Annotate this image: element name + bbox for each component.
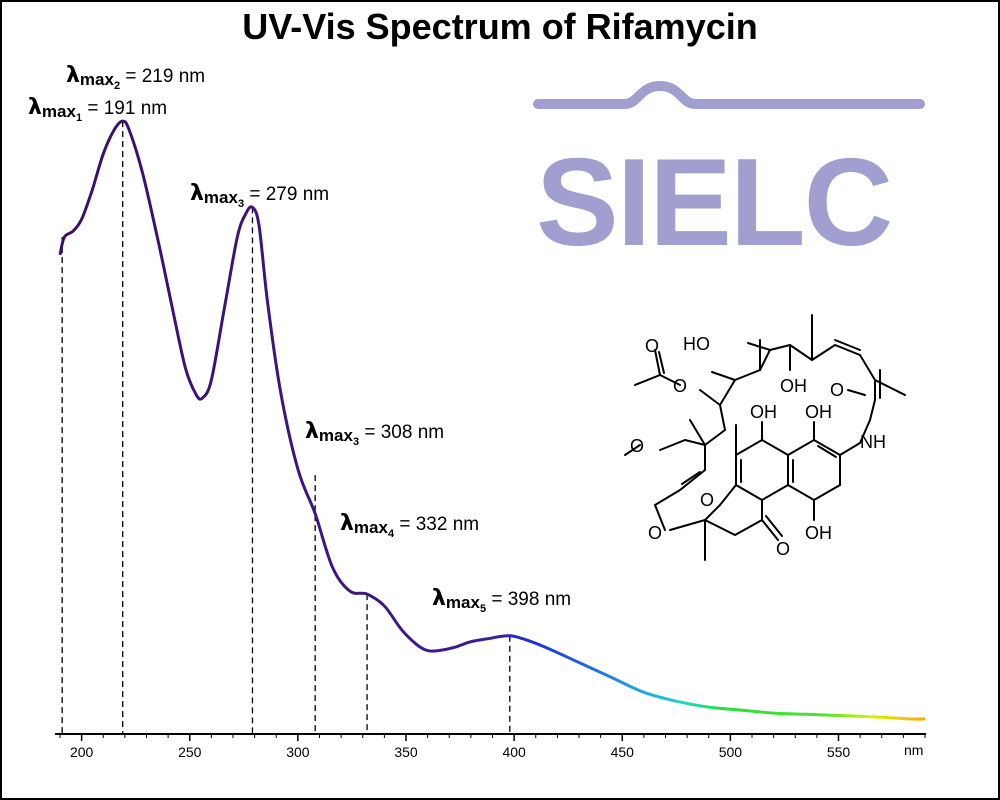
x-tick-label-200: 200 <box>70 744 94 760</box>
spectrum-line <box>58 119 926 721</box>
x-tick-label-300: 300 <box>286 744 310 760</box>
mol-label-o-ester: O <box>673 376 687 396</box>
mol-label-oh-ring1: OH <box>750 402 777 422</box>
mol-label-o-furan: O <box>700 490 714 510</box>
mol-label-o-ketone: O <box>776 539 790 559</box>
peak-label-3: λmax3 = 279 nm <box>190 181 329 210</box>
x-tick-label-550: 550 <box>827 744 851 760</box>
x-tick-label-450: 450 <box>611 744 635 760</box>
x-tick-label-500: 500 <box>719 744 743 760</box>
sielc-logo: SIELC <box>533 80 925 272</box>
x-axis-unit-label: nm <box>904 742 923 758</box>
peak-label-6: λmax5 = 398 nm <box>432 586 571 615</box>
rifamycin-structure: HO OH O O N H O OH OH O O O OH O O <box>624 314 906 561</box>
x-axis-ticks: 200 250 300 350 400 450 500 550 <box>59 734 926 760</box>
mol-label-o-ether: O <box>648 523 662 543</box>
mol-label-h: H <box>873 432 886 452</box>
mol-label-ho: HO <box>683 334 710 354</box>
mol-label-o-amide: O <box>830 380 844 400</box>
peak-label-1: λmax1 = 191 nm <box>28 95 167 124</box>
peak-labels: λmax1 = 191 nm λmax2 = 219 nm λmax3 = 279 … <box>28 63 571 615</box>
peak-label-5: λmax4 = 332 nm <box>340 511 479 540</box>
mol-label-oh-bottom: OH <box>805 523 832 543</box>
mol-label-oh-top: OH <box>780 376 807 396</box>
logo-swoosh <box>533 80 925 109</box>
x-tick-label-250: 250 <box>178 744 202 760</box>
mol-label-o-acetyl: O <box>645 336 659 356</box>
chart-title: UV-Vis Spectrum of Rifamycin <box>242 6 758 47</box>
x-tick-label-400: 400 <box>502 744 526 760</box>
mol-label-o-methoxy: O <box>630 436 644 456</box>
peak-label-4: λmax3 = 308 nm <box>305 419 444 448</box>
mol-label-n: N <box>860 432 873 452</box>
x-tick-label-350: 350 <box>394 744 418 760</box>
peak-label-2: λmax2 = 219 nm <box>66 63 205 92</box>
logo-text: SIELC <box>536 134 891 272</box>
mol-label-oh-ring2: OH <box>805 402 832 422</box>
